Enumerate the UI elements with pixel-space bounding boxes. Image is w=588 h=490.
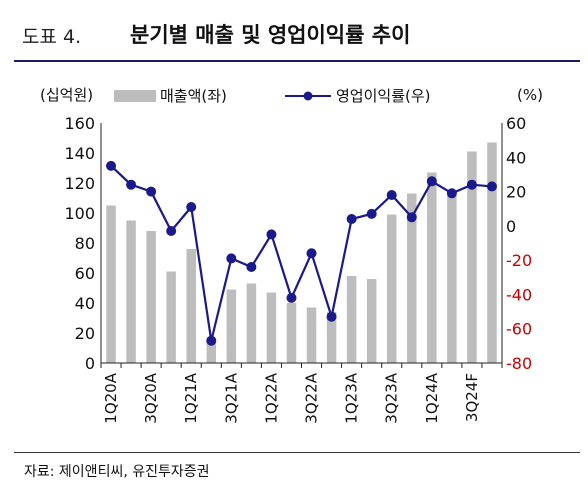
x-tick-label: 1Q20A (102, 372, 120, 423)
margin-point (206, 335, 217, 346)
revenue-bar (306, 307, 317, 363)
right-tick-label: 60 (506, 114, 526, 133)
right-tick-label: 20 (506, 183, 526, 202)
legend-line-marker (303, 91, 313, 101)
x-tick-label: 3Q22A (303, 372, 321, 423)
left-tick-label: 120 (64, 174, 95, 193)
revenue-margin-chart: 0 20 40 60 80 100 120 140 160 -80 -60 -40 -20 0 20 40 60… (40, 86, 543, 424)
margin-point (366, 208, 377, 219)
margin-point (226, 253, 237, 264)
right-tick-label: 40 (506, 148, 526, 167)
margin-point (166, 226, 177, 236)
revenue-bar (226, 289, 237, 363)
margin-point (446, 188, 457, 199)
revenue-bar (326, 312, 337, 363)
margin-point (146, 186, 157, 197)
margin-point (486, 181, 497, 192)
revenue-bar (346, 276, 357, 363)
margin-point (286, 292, 297, 303)
x-tick-label: 1Q22A (262, 372, 280, 423)
revenue-bar (206, 339, 217, 363)
left-tick-label: 20 (75, 324, 95, 343)
x-tick-label: 3Q24F (463, 373, 481, 422)
x-tick-label: 1Q24A (423, 372, 441, 423)
margin-point (106, 160, 117, 171)
revenue-bar (407, 193, 417, 363)
margin-point (346, 214, 357, 224)
left-tick-label: 80 (75, 234, 95, 253)
margin-point (326, 311, 337, 322)
revenue-bar (366, 279, 377, 363)
footer-rule (14, 452, 580, 453)
revenue-bar (126, 220, 136, 363)
margin-point (126, 179, 137, 190)
revenue-bar (166, 271, 176, 363)
revenue-bar (266, 292, 277, 363)
margin-point (306, 248, 317, 259)
right-tick-label: 0 (506, 217, 516, 236)
revenue-bar (106, 205, 116, 363)
right-axis-unit: (%) (517, 86, 543, 104)
plot-area: 0 20 40 60 80 100 120 140 160 -80 -60 -40 -20 0 20 40 60… (64, 114, 532, 424)
legend-bar-label: 매출액(좌) (160, 87, 227, 105)
left-axis-unit: (십억원) (40, 86, 93, 104)
left-tick-label: 0 (85, 354, 95, 373)
report-header: 도표 4. 분기별 매출 및 영업이익률 추이 (0, 0, 588, 66)
margin-point (246, 262, 257, 272)
legend-line-label: 영업이익률(우) (336, 87, 431, 105)
right-tick-label: -20 (506, 251, 532, 270)
margin-point (386, 190, 397, 200)
right-tick-label: -40 (506, 285, 532, 304)
left-tick-label: 160 (64, 114, 95, 133)
revenue-bar (246, 283, 257, 363)
figure-title: 분기별 매출 및 영업이익률 추이 (130, 23, 411, 47)
margin-point (406, 212, 417, 223)
legend-bar-swatch (114, 90, 156, 102)
margin-point (466, 179, 477, 190)
margin-point (186, 202, 197, 212)
revenue-bar (386, 214, 397, 363)
source-note: 자료: 제이앤티씨, 유진투자증권 (24, 464, 210, 480)
right-tick-label: -80 (506, 354, 532, 373)
left-tick-label: 40 (75, 294, 95, 313)
left-tick-label: 60 (75, 264, 95, 283)
margin-point (426, 176, 437, 187)
revenue-bar (146, 231, 156, 363)
margin-point (266, 229, 277, 240)
left-tick-label: 140 (64, 144, 95, 163)
x-tick-label: 1Q23A (343, 372, 361, 423)
x-tick-label: 3Q20A (142, 372, 160, 423)
header-rule (14, 60, 580, 62)
figure-number: 도표 4. (22, 26, 82, 48)
x-tick-label: 1Q21A (182, 372, 200, 423)
x-tick-label: 3Q21A (222, 372, 240, 423)
revenue-bar (487, 142, 497, 363)
legend: 매출액(좌) 영업이익률(우) (114, 87, 431, 105)
revenue-bar (186, 249, 196, 363)
revenue-bar (286, 303, 297, 363)
x-tick-label: 3Q23A (383, 372, 401, 423)
revenue-bar (447, 195, 457, 363)
revenue-bar (467, 151, 477, 363)
margin-line (110, 165, 493, 341)
left-tick-label: 100 (64, 204, 95, 223)
revenue-bar (427, 172, 437, 363)
right-tick-label: -60 (506, 320, 532, 339)
